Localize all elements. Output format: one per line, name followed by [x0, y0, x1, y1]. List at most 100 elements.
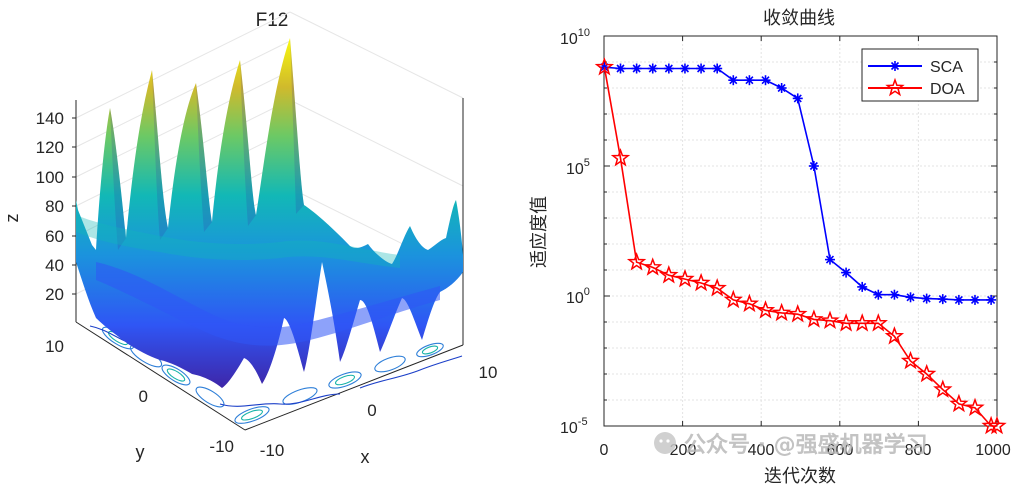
- x-tick-label: 0: [600, 442, 609, 459]
- x-tick-label: 600: [827, 442, 854, 459]
- y-tick-label: 1010: [560, 27, 590, 48]
- convergence-x-label: 迭代次数: [764, 466, 836, 487]
- data-point-doa: [884, 326, 905, 345]
- data-point-sca: [921, 293, 932, 304]
- data-point-sca: [712, 63, 723, 74]
- y-tick-label: 10-5: [560, 416, 588, 437]
- wechat-icon: [654, 432, 676, 454]
- data-point-doa: [949, 393, 969, 413]
- y-axis-3d: 10 0 -10 y: [45, 337, 234, 462]
- data-point-doa: [788, 304, 808, 323]
- x-axis-3d: -10 0 10 x: [260, 363, 498, 467]
- z-axis-label: z: [2, 214, 22, 223]
- series-sca: [599, 62, 997, 305]
- data-point-sca: [808, 161, 819, 171]
- x-tick-label: 10: [479, 363, 498, 382]
- convergence-y-label: 适应度值: [529, 196, 550, 268]
- data-point-doa: [804, 309, 824, 328]
- legend-marker-sca: [890, 61, 900, 71]
- data-point-sca: [889, 289, 900, 300]
- y-tick-label: 10: [45, 337, 64, 356]
- data-point-doa: [707, 278, 727, 297]
- data-point-sca: [744, 75, 755, 86]
- data-point-doa: [755, 300, 776, 319]
- z-tick-label: 20: [45, 285, 64, 304]
- data-point-sca: [615, 63, 626, 74]
- legend: SCA DOA: [861, 48, 979, 102]
- data-point-sca: [873, 289, 884, 300]
- data-point-doa: [610, 147, 631, 167]
- data-point-sca: [824, 254, 835, 265]
- z-tick-label: 140: [36, 109, 64, 128]
- convergence-title: 收敛曲线: [763, 8, 835, 29]
- data-point-sca: [776, 83, 787, 93]
- data-point-doa: [739, 293, 760, 313]
- data-point-sca: [857, 281, 868, 292]
- data-point-doa: [916, 363, 937, 383]
- plot-frame: [603, 35, 998, 427]
- data-point-doa: [868, 313, 888, 332]
- y-tick-label: -10: [209, 437, 234, 456]
- y-tick-label: 105: [566, 157, 590, 178]
- x-tick-label: 400: [748, 442, 775, 459]
- data-point-doa: [820, 310, 840, 329]
- data-point-doa: [933, 379, 953, 398]
- data-point-doa: [594, 56, 615, 76]
- data-point-doa: [675, 268, 695, 288]
- data-point-sca: [728, 75, 739, 86]
- x-tick-label: 1000: [975, 442, 1011, 459]
- y-tick-label: 100: [566, 286, 590, 307]
- data-point-sca: [696, 63, 707, 74]
- data-point-sca: [663, 63, 674, 74]
- legend-label-doa: DOA: [930, 81, 965, 98]
- convergence-x-ticks: [603, 36, 998, 426]
- y-axis-label: y: [136, 442, 145, 462]
- data-point-sca: [969, 294, 980, 305]
- z-tick-label: 120: [36, 138, 64, 157]
- data-point-sca: [905, 292, 916, 303]
- y-tick-label: 0: [139, 387, 148, 406]
- watermark-text: 公众号 · @强盛机器学习: [684, 432, 928, 458]
- data-point-sca: [937, 294, 948, 305]
- data-point-doa: [626, 252, 647, 271]
- data-point-doa: [852, 313, 872, 332]
- data-point-doa: [723, 289, 743, 309]
- x-tick-label: 0: [367, 401, 376, 420]
- series-doa: [594, 56, 1007, 435]
- data-point-sca: [760, 75, 771, 86]
- convergence-y-ticks: [604, 35, 997, 427]
- z-tick-label: 60: [45, 227, 64, 246]
- data-point-sca: [986, 294, 997, 305]
- surface-plot: F12: [2, 10, 497, 467]
- data-point-doa: [900, 350, 921, 370]
- x-tick-label: -10: [260, 441, 285, 460]
- surface-axes-frame: [75, 98, 464, 431]
- legend-star-icon: [885, 77, 905, 97]
- z-tick-label: 100: [36, 168, 64, 187]
- data-point-doa: [965, 397, 985, 417]
- x-axis-label: x: [361, 447, 370, 467]
- convergence-plot: 收敛曲线 1010 105 100 10-5 0 200 400 600 800…: [529, 8, 1011, 487]
- data-point-doa: [836, 313, 856, 332]
- data-point-sca: [679, 63, 690, 74]
- data-point-sca: [647, 63, 658, 74]
- z-axis: 20 40 60 80 100 120 140 z: [2, 109, 76, 304]
- z-tick-label: 40: [45, 256, 64, 275]
- data-point-doa: [771, 302, 792, 322]
- series-layer: [594, 56, 1007, 435]
- data-point-doa: [659, 265, 679, 284]
- data-point-doa: [981, 415, 1001, 435]
- data-point-sca: [841, 267, 852, 278]
- legend-marker-doa: [885, 77, 905, 97]
- surface-mesh: [76, 38, 463, 388]
- data-point-doa: [643, 257, 663, 276]
- x-tick-label: 200: [670, 442, 697, 459]
- data-point-sca: [953, 294, 964, 305]
- x-tick-label: 800: [905, 442, 932, 459]
- data-point-doa: [987, 415, 1007, 435]
- data-point-doa: [691, 272, 711, 292]
- watermark: 公众号 · @强盛机器学习: [654, 432, 928, 458]
- legend-asterisk-icon: [890, 61, 900, 71]
- data-point-sca: [631, 63, 642, 74]
